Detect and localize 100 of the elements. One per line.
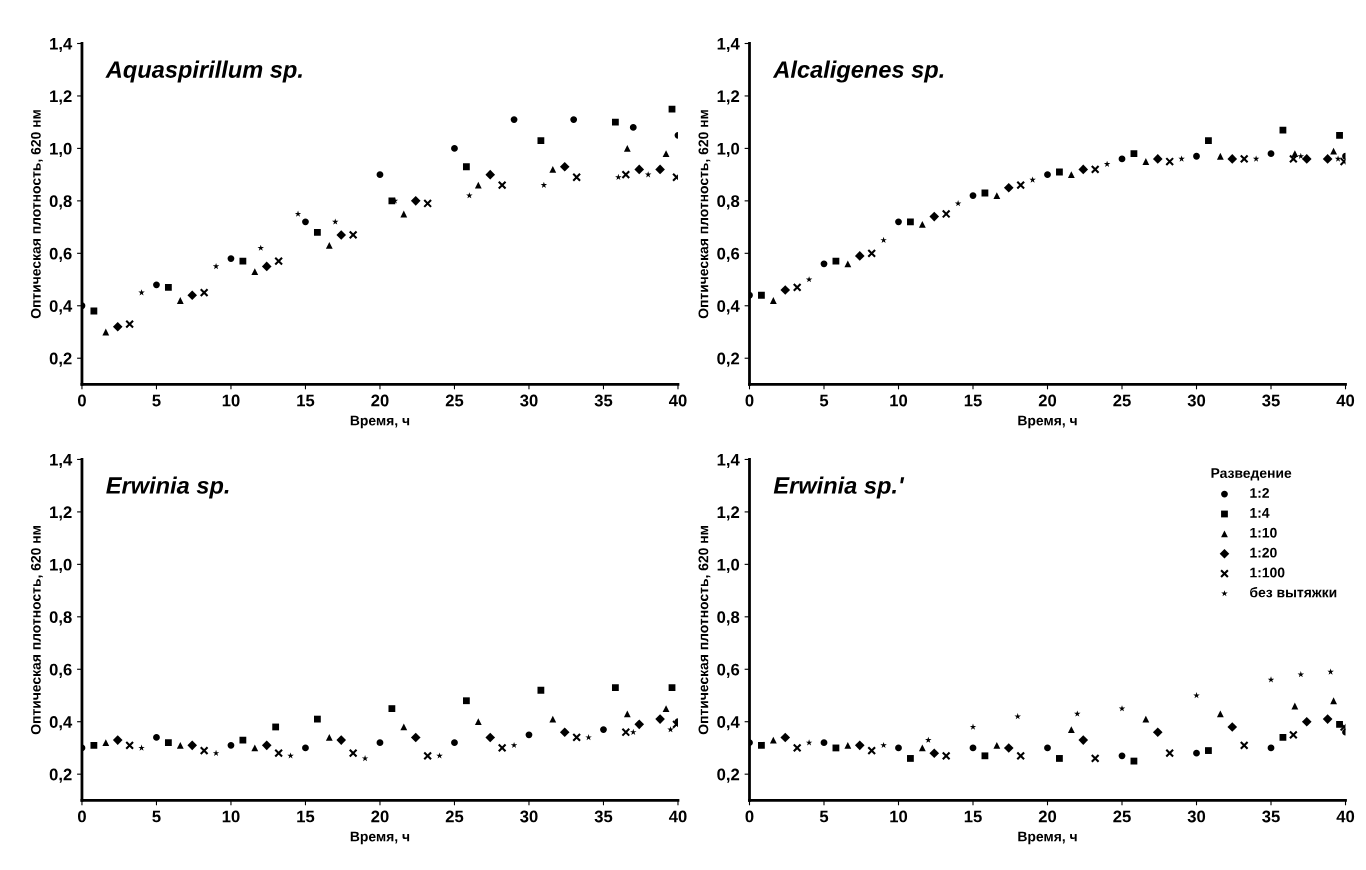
point: [261, 261, 272, 272]
point: [615, 173, 622, 181]
point: [1029, 176, 1036, 183]
point: [1044, 171, 1051, 179]
point: [895, 218, 902, 226]
x-tick-label: 5: [819, 394, 829, 407]
point: [1322, 154, 1333, 164]
x-tick-label: 20: [371, 394, 389, 407]
y-tick-label: 0,6: [717, 663, 740, 678]
point: [1165, 157, 1175, 166]
point: [1239, 740, 1249, 750]
point: [1152, 154, 1163, 164]
x-tick-label: 5: [152, 810, 161, 823]
point: [867, 248, 877, 258]
point: [537, 686, 545, 694]
point: [611, 118, 619, 126]
x-tick-label: 5: [819, 810, 829, 823]
x-tick-label: 25: [1113, 394, 1131, 407]
point: [112, 321, 123, 332]
point: [176, 297, 184, 304]
point: [497, 180, 507, 190]
legend-label: 1:4: [1250, 508, 1270, 518]
point: [792, 743, 802, 753]
point: [585, 734, 592, 741]
y-tick-label: 1,4: [50, 38, 73, 53]
point: [361, 755, 369, 762]
point: [600, 726, 607, 733]
point: [1216, 152, 1224, 160]
point: [336, 230, 347, 240]
point: [780, 732, 791, 743]
point: [1193, 692, 1200, 699]
point: [274, 748, 284, 758]
x-tick-label: 25: [1113, 810, 1131, 823]
point: [251, 268, 259, 276]
point: [336, 735, 347, 745]
point: [621, 727, 631, 737]
legend-label: без вытяжки: [1250, 587, 1337, 598]
point: [1291, 702, 1299, 710]
point: [313, 228, 321, 236]
text: Erwinia sp.': [773, 476, 905, 499]
point: [1239, 154, 1249, 164]
x-tick-label: 0: [745, 394, 754, 407]
point: [1003, 182, 1014, 193]
text: Aquaspirillum sp.: [105, 60, 302, 83]
point: [941, 209, 951, 219]
point: [1130, 150, 1138, 158]
point: [227, 741, 235, 749]
y-tick-label: 0,4: [717, 716, 740, 731]
point: [1090, 164, 1100, 174]
point: [187, 290, 198, 301]
legend-label: 1:20: [1250, 547, 1277, 558]
point: [1330, 697, 1337, 705]
point: [623, 145, 631, 152]
x-tick-label: 15: [297, 394, 315, 407]
x-tick-label: 30: [1187, 810, 1206, 823]
point: [993, 192, 1001, 200]
point: [969, 192, 977, 200]
y-tick-label: 1,2: [50, 506, 72, 521]
point: [287, 752, 294, 759]
point: [102, 739, 110, 747]
point: [1322, 714, 1333, 724]
point: [981, 752, 989, 760]
y-axis-title: Оптическая плотность, 620 нм: [698, 110, 711, 319]
point: [1288, 154, 1298, 164]
point: [549, 165, 557, 173]
point: [630, 728, 637, 735]
y-tick-label: 0,6: [717, 247, 740, 262]
point: [1327, 668, 1334, 675]
y-tick-label: 1,2: [717, 506, 740, 521]
point: [559, 161, 570, 172]
point: [1016, 180, 1026, 190]
y-tick-label: 0,2: [717, 352, 740, 367]
y-tick-label: 1,4: [717, 454, 740, 469]
point: [662, 150, 670, 158]
point: [907, 755, 914, 762]
point: [954, 200, 962, 207]
point: [623, 710, 631, 718]
y-tick-label: 0,2: [717, 768, 740, 783]
point: [867, 746, 877, 756]
point: [572, 172, 582, 182]
point: [187, 740, 198, 751]
y-tick-label: 1,0: [717, 558, 740, 573]
point: [941, 751, 951, 761]
x-tick-label: 0: [77, 394, 86, 407]
y-tick-label: 0,4: [49, 300, 73, 315]
point: [451, 739, 458, 747]
point: [559, 727, 570, 738]
point: [239, 736, 247, 744]
point: [854, 251, 865, 261]
point: [153, 281, 160, 289]
point: [1227, 154, 1238, 164]
point: [907, 218, 914, 226]
y-tick-label: 0,4: [49, 716, 73, 731]
point: [570, 116, 578, 123]
x-tick-label: 20: [1038, 394, 1057, 407]
point: [90, 307, 98, 315]
point: [302, 218, 309, 226]
point: [400, 723, 408, 731]
point: [1279, 734, 1287, 741]
x-axis-title: Время, ч: [1018, 415, 1077, 429]
